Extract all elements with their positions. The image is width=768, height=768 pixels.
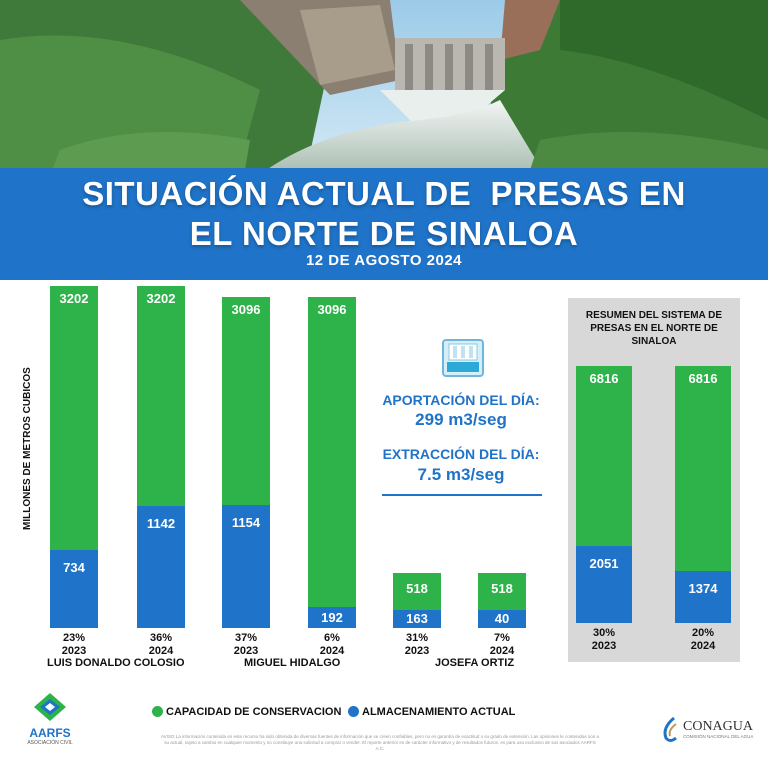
legend-storage-label: ALMACENAMIENTO ACTUAL	[362, 706, 516, 718]
legend-storage: ALMACENAMIENTO ACTUAL	[348, 706, 515, 718]
conagua-sub: COMISIÓN NACIONAL DEL AGUA	[683, 733, 754, 739]
bar-1: 3202 1142	[137, 286, 185, 628]
percent-year-label: 23% 2023	[50, 632, 98, 658]
percent-label: 30%	[592, 627, 616, 639]
percent-year-label: 7% 2024	[478, 632, 526, 658]
conagua-logo: CONAGUA COMISIÓN NACIONAL DEL AGUA	[660, 716, 753, 742]
capacity-value-label: 3096	[317, 302, 347, 318]
capacity-value-label: 518	[406, 580, 428, 596]
percent-label: 20%	[691, 627, 715, 639]
year-label: 2024	[319, 645, 345, 657]
title-line-1: SITUACIÓN ACTUAL DE PRESAS EN	[82, 175, 686, 212]
year-label: 2023	[61, 645, 87, 657]
storage-value-label: 1374	[688, 581, 718, 597]
dam-name-josefa-ortiz: JOSEFA ORTIZ	[435, 657, 515, 669]
disclaimer-text: AVISO La información contenida en este r…	[161, 734, 599, 751]
capacity-value-label: 3096	[231, 302, 261, 318]
aarfs-name: AARFS	[29, 726, 71, 740]
year-label: 2024	[690, 640, 716, 652]
conagua-name: CONAGUA	[683, 718, 753, 734]
storage-segment	[50, 549, 98, 628]
storage-segment	[222, 504, 270, 628]
storage-value-label: 192	[321, 609, 343, 625]
percent-label: 36%	[149, 632, 173, 644]
year-label: 2023	[404, 645, 430, 657]
bar-summary-1: 6816 1374	[675, 366, 731, 623]
hero-dam-image	[0, 0, 768, 200]
legend-capacity-swatch	[152, 706, 163, 717]
flow-divider	[382, 494, 542, 496]
storage-segment	[675, 571, 731, 623]
title-banner	[0, 168, 768, 280]
page-title: SITUACIÓN ACTUAL DE PRESAS EN EL NORTE D…	[0, 174, 768, 254]
conagua-drop-icon	[663, 716, 677, 742]
bar-5: 518 40	[478, 572, 526, 628]
storage-value-label: 1154	[231, 514, 261, 530]
storage-value-label: 163	[406, 610, 428, 626]
extraccion-label: EXTRACCIÓN DEL DÍA:	[382, 446, 540, 462]
storage-segment	[137, 506, 185, 628]
y-axis-label: MILLONES DE METROS CUBICOS	[22, 367, 33, 530]
legend-capacity: CAPACIDAD DE CONSERVACION	[152, 706, 341, 718]
year-label: 2024	[148, 645, 174, 657]
percent-label: 31%	[405, 632, 429, 644]
storage-segment	[308, 607, 356, 628]
capacity-value-label: 518	[491, 580, 513, 596]
storage-segment	[576, 545, 632, 623]
aarfs-emblem-icon	[34, 693, 66, 721]
bar-4: 518 163	[393, 572, 441, 628]
year-label: 2023	[591, 640, 617, 652]
capacity-value-label: 6816	[589, 371, 619, 386]
legend-storage-swatch	[348, 706, 359, 717]
dam-name-colosio: LUIS DONALDO COLOSIO	[47, 657, 185, 669]
bar-2: 3096 1154	[222, 297, 270, 628]
percent-year-label: 20% 2024	[675, 627, 731, 653]
storage-value-label: 734	[63, 559, 85, 575]
bar-summary-0: 6816 2051	[576, 366, 632, 623]
capacity-value-label: 3202	[146, 291, 176, 306]
bar-0: 3202 734	[50, 286, 98, 628]
aportacion-value: 299 m3/seg	[415, 410, 507, 429]
dam-name-hidalgo: MIGUEL HIDALGO	[244, 657, 341, 669]
year-label: 2023	[233, 645, 259, 657]
storage-value-label: 40	[494, 610, 510, 626]
aarfs-logo: AARFS ASOCIACIÓN CIVIL	[20, 692, 80, 746]
aarfs-sub: ASOCIACIÓN CIVIL	[27, 740, 73, 746]
percent-label: 6%	[324, 632, 340, 644]
storage-segment	[393, 609, 441, 628]
aportacion-label: APORTACIÓN DEL DÍA:	[382, 392, 540, 408]
percent-year-label: 36% 2024	[137, 632, 185, 658]
capacity-value-label: 3202	[59, 291, 89, 306]
bar-3: 3096 192	[308, 297, 356, 628]
summary-title: RESUMEN DEL SISTEMA DE PRESAS EN EL NORT…	[585, 310, 723, 347]
capacity-segment	[308, 297, 356, 628]
dam-gate-icon	[441, 338, 485, 383]
percent-label: 37%	[234, 632, 258, 644]
storage-segment	[478, 609, 526, 628]
title-line-2: EL NORTE DE SINALOA	[189, 215, 579, 252]
storage-value-label: 2051	[589, 555, 619, 571]
legend-capacity-label: CAPACIDAD DE CONSERVACION	[166, 706, 342, 718]
extraccion-value: 7.5 m3/seg	[417, 465, 505, 484]
percent-label: 23%	[62, 632, 86, 644]
percent-year-label: 37% 2023	[222, 632, 270, 658]
percent-year-label: 31% 2023	[393, 632, 441, 658]
percent-label: 7%	[494, 632, 510, 644]
capacity-value-label: 6816	[688, 371, 718, 386]
year-label: 2024	[489, 645, 515, 657]
report-date: 12 DE AGOSTO 2024	[305, 252, 463, 269]
storage-value-label: 1142	[146, 516, 176, 532]
percent-year-label: 6% 2024	[308, 632, 356, 658]
percent-year-label: 30% 2023	[576, 627, 632, 653]
